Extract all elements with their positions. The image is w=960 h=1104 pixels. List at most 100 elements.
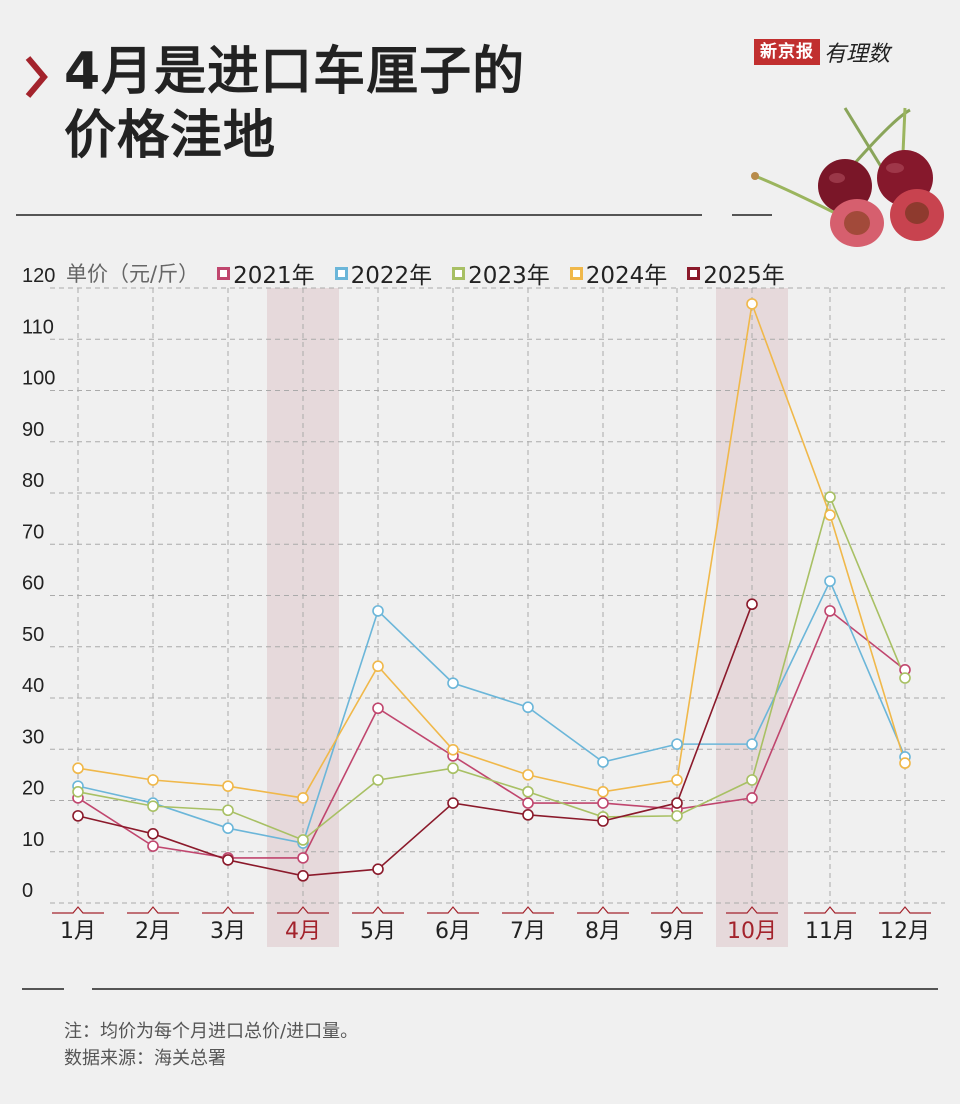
title-line-1: 4月是进口车厘子的	[64, 42, 526, 102]
data-point-marker	[522, 809, 534, 821]
data-point-marker	[147, 800, 159, 812]
y-tick-label: 30	[22, 726, 44, 748]
footer-divider-short	[22, 988, 64, 990]
data-point-marker	[372, 660, 384, 673]
data-point-marker	[147, 774, 159, 786]
x-tick-label: 4月	[285, 919, 321, 944]
page-title: 4月是进口车厘子的 价格洼地	[64, 40, 525, 168]
legend-item-2021: 2021年	[217, 256, 315, 290]
chevron-right-icon	[25, 56, 48, 98]
data-point-marker	[222, 854, 234, 866]
series-line	[77, 300, 906, 799]
x-tick-marker-icon	[502, 906, 554, 914]
data-point-marker	[899, 757, 911, 769]
data-point-marker	[522, 797, 534, 809]
x-tick-label: 2月	[135, 919, 171, 944]
data-point-marker	[597, 756, 609, 768]
y-tick-label: 80	[22, 470, 44, 492]
data-point-marker	[597, 797, 609, 809]
data-point-marker	[597, 815, 609, 827]
data-point-marker	[746, 598, 758, 611]
footer-divider-long	[92, 988, 938, 990]
data-point-marker	[222, 804, 234, 817]
legend-label: 2022年	[350, 263, 433, 289]
legend-swatch-icon	[452, 266, 466, 280]
y-tick-label: 110	[22, 316, 54, 338]
x-tick-marker-icon	[277, 906, 329, 914]
legend-label: 2024年	[585, 263, 668, 289]
data-point-marker	[671, 810, 683, 822]
data-point-marker	[597, 785, 609, 798]
data-point-marker	[522, 701, 534, 714]
data-point-marker	[147, 840, 159, 852]
data-point-marker	[746, 298, 758, 310]
x-tick-marker-icon	[202, 906, 254, 914]
y-tick-label: 90	[22, 419, 44, 441]
data-point-marker	[899, 672, 911, 684]
data-point-marker	[372, 863, 384, 875]
y-tick-label: 50	[22, 624, 44, 646]
x-tick-marker-icon	[427, 906, 479, 914]
data-point-marker	[297, 792, 309, 804]
data-point-marker	[447, 677, 459, 689]
x-tick-marker-icon	[127, 906, 179, 914]
x-tick-label: 9月	[659, 919, 695, 944]
x-tick-label: 12月	[880, 919, 930, 944]
cherries-illustration-icon	[751, 107, 944, 247]
brand-box: 新京报	[754, 39, 820, 65]
legend-swatch-icon	[569, 266, 583, 280]
x-tick-marker-icon	[52, 906, 104, 914]
legend-label: 2025年	[703, 263, 785, 289]
series-line	[77, 603, 753, 877]
data-point-marker	[297, 870, 309, 882]
data-point-marker	[522, 769, 534, 781]
header-divider-short	[732, 214, 772, 216]
header-divider-long	[16, 214, 702, 216]
data-point-marker	[72, 785, 84, 798]
y-tick-label: 120	[22, 265, 55, 287]
data-point-marker	[297, 852, 309, 864]
chart-notes: 注：均价为每个月进口总价/进口量。 数据来源：海关总署	[64, 1018, 358, 1072]
data-point-marker	[372, 774, 384, 786]
data-point-marker	[746, 738, 758, 750]
x-tick-marker-icon	[726, 906, 778, 914]
data-point-marker	[72, 810, 84, 822]
x-tick-marker-icon	[651, 906, 703, 914]
y-tick-label: 10	[22, 829, 44, 851]
series-line	[77, 494, 906, 841]
x-tick-label: 10月	[727, 919, 777, 944]
data-source: 数据来源：海关总署	[64, 1048, 226, 1069]
legend-item-2025: 2025年	[687, 256, 785, 290]
data-point-marker	[297, 834, 309, 846]
title-line-2: 价格洼地	[64, 106, 277, 166]
brand-logo: 新京报 有理数	[754, 36, 890, 68]
y-tick-label: 20	[22, 778, 44, 800]
legend-swatch-icon	[217, 266, 231, 280]
y-axis-unit-label: 单价（元/斤）	[66, 262, 200, 286]
data-point-marker	[824, 491, 836, 503]
legend-item-2022: 2022年	[334, 256, 433, 290]
data-point-marker	[222, 822, 234, 834]
data-point-marker	[72, 762, 84, 775]
data-point-marker	[372, 605, 384, 617]
data-point-marker	[746, 792, 758, 804]
y-tick-label: 100	[22, 368, 55, 390]
line-chart: 0 10 20 30 40 50 60 70 80 90 100 110 120 1月 2月 3月 4月 5月 6月…	[22, 265, 945, 947]
data-point-marker	[671, 774, 683, 786]
x-tick-label: 8月	[585, 919, 621, 944]
x-tick-marker-icon	[804, 906, 856, 914]
data-point-marker	[824, 509, 836, 521]
data-point-marker	[671, 738, 683, 750]
legend-label: 2021年	[233, 263, 315, 289]
y-tick-label: 40	[22, 675, 44, 697]
data-point-marker	[824, 575, 836, 587]
series-line	[77, 579, 906, 844]
data-point-marker	[746, 774, 758, 786]
legend-item-2024: 2024年	[569, 256, 668, 290]
x-tick-marker-icon	[352, 906, 404, 914]
y-tick-label: 0	[22, 880, 33, 902]
legend-label: 2023年	[468, 263, 550, 289]
legend-item-2023: 2023年	[452, 256, 550, 290]
brand-script: 有理数	[824, 42, 891, 67]
y-tick-label: 70	[22, 521, 44, 543]
